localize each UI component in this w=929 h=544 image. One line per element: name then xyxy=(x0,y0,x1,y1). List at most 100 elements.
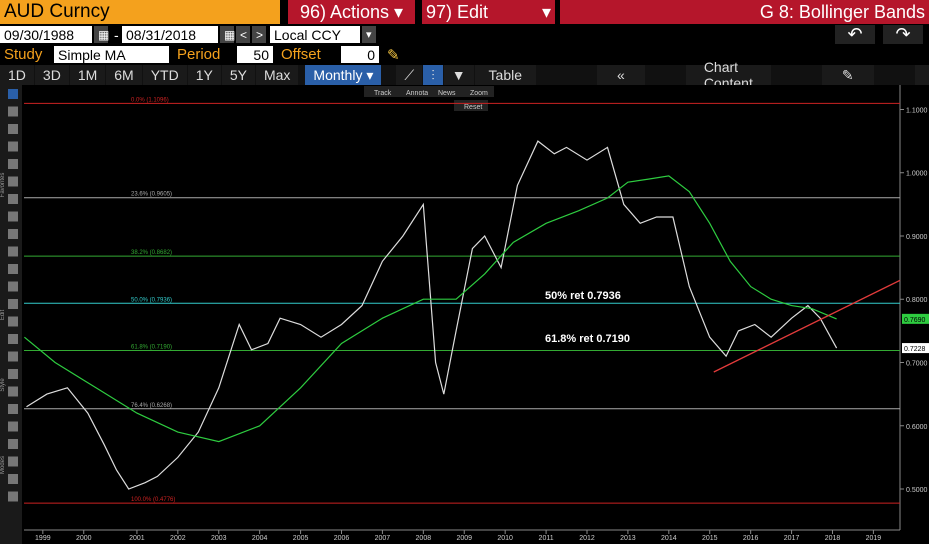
tool-icon xyxy=(8,491,18,502)
x-tick-label: 2003 xyxy=(211,535,227,542)
tool-label: News xyxy=(438,90,456,97)
y-tick-label: 1.0000 xyxy=(906,171,928,178)
tool-label: Reset xyxy=(464,104,482,111)
edit-pencil[interactable]: ✎ xyxy=(387,46,400,64)
tool-label: Track xyxy=(374,90,392,97)
tool-button[interactable] xyxy=(454,100,488,111)
chart: Favorites Edit Style Modes Track Annotate News… xyxy=(0,85,929,544)
range-button[interactable]: 5Y xyxy=(221,65,255,85)
calendar-icon[interactable]: ▦ xyxy=(220,26,235,43)
tool-button[interactable] xyxy=(428,86,462,97)
tool-icon xyxy=(8,124,18,134)
x-tick-label: 2005 xyxy=(293,535,309,542)
end-date[interactable]: 08/31/2018 xyxy=(122,26,218,43)
start-date[interactable]: 09/30/1988 xyxy=(0,26,92,43)
x-tick-label: 2010 xyxy=(497,535,513,542)
trendline xyxy=(713,279,901,373)
table-button[interactable]: Table xyxy=(474,65,537,85)
study[interactable]: Simple MA xyxy=(54,46,169,63)
tool-label: Annotate xyxy=(406,90,434,97)
tool-icon xyxy=(8,351,18,362)
tool-label: Zoom xyxy=(470,90,488,97)
x-tick-label: 2018 xyxy=(825,535,841,542)
tool-icon xyxy=(8,334,18,344)
x-tick-label: 2000 xyxy=(76,535,92,542)
tool-icon xyxy=(8,316,18,327)
x-tick-label: 2016 xyxy=(743,535,759,542)
x-tick-label: 2014 xyxy=(661,535,677,542)
actions-menu[interactable]: 96) Actions ▾ xyxy=(288,0,415,24)
tool-icon xyxy=(8,404,18,414)
fib-label: 50.0% (0.7936) xyxy=(131,297,172,303)
tool-icon xyxy=(8,421,18,432)
frequency[interactable]: Monthly ▾ xyxy=(305,65,382,85)
side-label: Style xyxy=(0,378,6,392)
fib-label: 76.4% (0.6268) xyxy=(131,403,172,409)
edit-icon[interactable]: ✎ xyxy=(821,65,874,85)
bar-icon[interactable]: ⫶ xyxy=(423,65,443,85)
toolbar: 1D 3D 1M 6M YTD 1Y 5Y Max Monthly ▾ ⟋ ⫶ ▼ Table « Char… xyxy=(0,59,929,91)
y-tick-label: 0.6000 xyxy=(906,424,928,431)
range-button[interactable]: 6M xyxy=(106,65,142,85)
range-button[interactable]: 3D xyxy=(34,65,69,85)
fib-label: 38.2% (0.8682) xyxy=(131,250,172,256)
x-tick-label: 2002 xyxy=(170,535,186,542)
more-icon[interactable]: ▼ xyxy=(443,65,474,85)
range-button[interactable]: 1M xyxy=(69,65,106,85)
x-tick-label: 2006 xyxy=(334,535,350,542)
x-tick-label: 2017 xyxy=(784,535,800,542)
fib-label: 100.0% (0.4776) xyxy=(131,497,175,503)
x-tick-label: 2007 xyxy=(375,535,391,542)
line-icon[interactable]: ⟋ xyxy=(396,65,423,85)
tool-icon xyxy=(8,159,18,169)
frequency-label: Monthly xyxy=(313,67,363,83)
last-value-box xyxy=(902,343,929,354)
annotation: 61.8% ret 0.7190 xyxy=(545,333,630,345)
prev-button[interactable]: < xyxy=(236,26,250,43)
security[interactable]: AUD Curncy xyxy=(0,0,280,24)
next-button[interactable]: > xyxy=(252,26,266,43)
settings[interactable]: ⚙ xyxy=(914,65,929,85)
x-tick-label: 2011 xyxy=(539,535,554,542)
tool-button[interactable] xyxy=(364,86,398,97)
calendar-icon[interactable]: ▦ xyxy=(94,26,109,43)
tool-icon xyxy=(8,474,18,484)
offset-label: Offset xyxy=(281,46,321,63)
tool-icon xyxy=(8,281,18,292)
fib-label: 61.8% (0.7190) xyxy=(131,344,172,350)
range-button[interactable]: 1Y xyxy=(187,65,221,85)
tool-icon xyxy=(8,264,18,274)
y-tick-label: 1.1000 xyxy=(906,107,928,114)
tool-button[interactable] xyxy=(396,86,430,97)
side-label: Favorites xyxy=(0,173,6,198)
collapse[interactable]: « xyxy=(597,65,645,85)
tool-icon xyxy=(8,89,18,99)
tool-icon xyxy=(8,246,18,257)
dash: - xyxy=(114,26,119,43)
x-tick-label: 2013 xyxy=(620,535,636,542)
last-value-label: 0.7690 xyxy=(904,317,926,324)
chart-content[interactable]: Chart Content xyxy=(685,59,771,91)
edit-menu[interactable]: 97) Edit ▾ xyxy=(422,0,555,24)
period[interactable]: 50 xyxy=(237,46,273,63)
plot-area xyxy=(24,85,900,530)
annotation: 50% ret 0.7936 xyxy=(545,290,621,302)
tool-button[interactable] xyxy=(460,86,494,97)
range-button[interactable]: YTD xyxy=(142,65,187,85)
offset[interactable]: 0 xyxy=(341,46,379,63)
currency-dropdown[interactable]: ▾ xyxy=(362,26,376,43)
back-button[interactable]: ↶ xyxy=(835,24,875,44)
x-tick-label: 2001 xyxy=(129,535,145,542)
y-tick-label: 0.8000 xyxy=(906,297,928,304)
x-tick-label: 2009 xyxy=(456,535,472,542)
currency[interactable]: Local CCY xyxy=(270,26,360,43)
period-label: Period xyxy=(177,46,221,63)
tool-icon xyxy=(8,106,18,117)
forward-button[interactable]: ↷ xyxy=(883,24,923,44)
actions-label: 96) Actions xyxy=(299,1,389,22)
range-button[interactable]: Max xyxy=(255,65,299,85)
x-tick-label: 2012 xyxy=(579,535,595,542)
tool-icon xyxy=(8,456,18,467)
range-button[interactable]: 1D xyxy=(0,65,34,85)
